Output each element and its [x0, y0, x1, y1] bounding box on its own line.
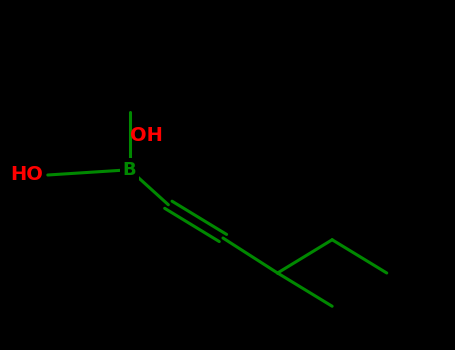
Text: HO: HO — [10, 166, 43, 184]
Text: B: B — [123, 161, 136, 179]
Text: OH: OH — [130, 126, 162, 145]
